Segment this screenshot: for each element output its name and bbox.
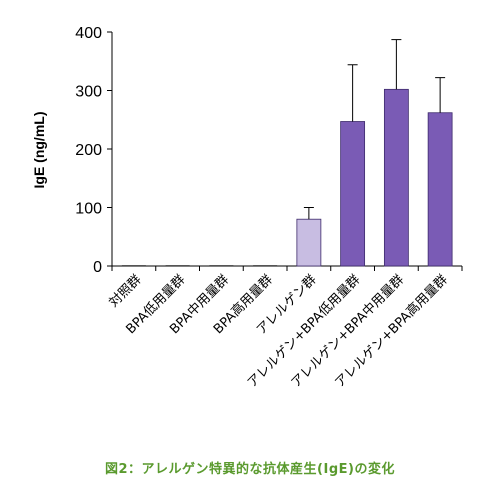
y-tick-label: 0 (93, 259, 102, 276)
bar (383, 88, 409, 267)
y-axis-label: IgE (ng/mL) (31, 112, 47, 189)
y-tick-label: 200 (75, 142, 102, 159)
y-tick-label: 400 (75, 25, 102, 42)
y-tick-labels: 0 100 200 300 400 (75, 25, 102, 276)
bar-chart: 0 100 200 300 400 対照群BPA低用量群BPA中用量群BPA高用量群アレ… (31, 25, 463, 391)
error-bars (303, 39, 446, 220)
x-tick-labels: 対照群BPA低用量群BPA中用量群BPA高用量群アレルゲン群アレルゲン+BPA低… (107, 272, 451, 391)
bar (296, 218, 322, 267)
y-tick-label: 100 (75, 201, 102, 218)
bar (427, 112, 453, 267)
x-tick-label: 対照群 (107, 272, 145, 310)
bars (121, 88, 453, 267)
y-tick-label: 300 (75, 84, 102, 101)
figure-caption: 図2：アレルゲン特異的な抗体産生(IgE)の変化 (105, 462, 395, 477)
bar (340, 121, 366, 267)
